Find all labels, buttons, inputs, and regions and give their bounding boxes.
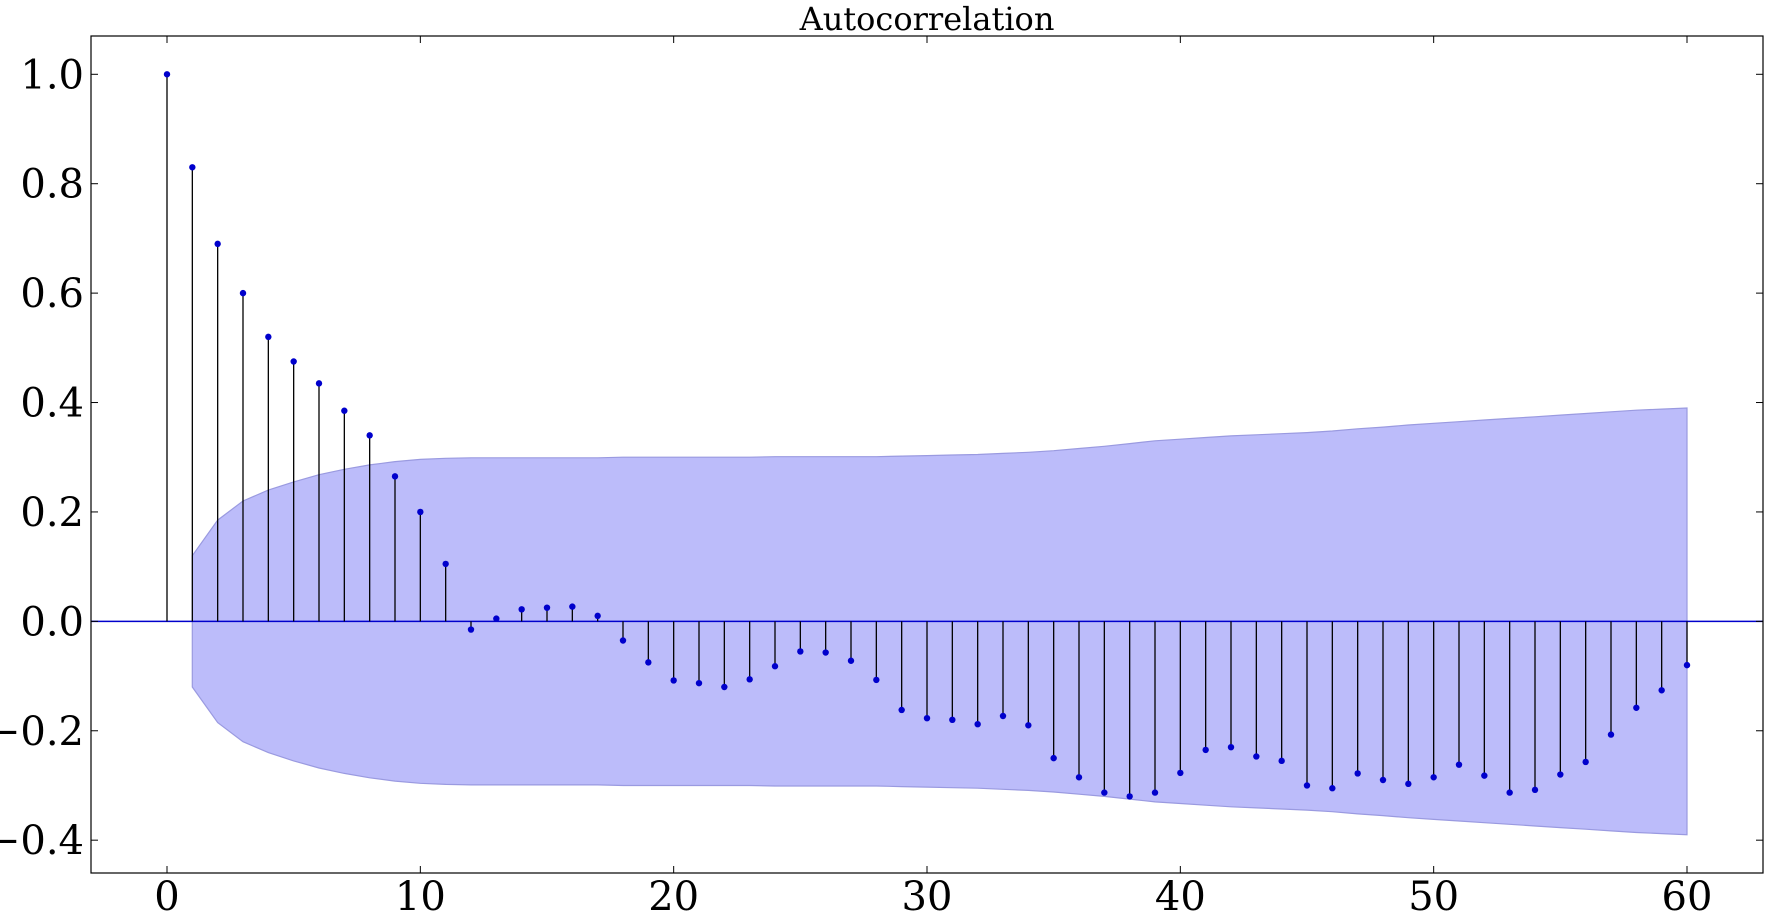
- marker-lag-10: [417, 508, 424, 516]
- y-tick-label: 0.4: [20, 381, 84, 427]
- stems: [166, 74, 1688, 797]
- marker-lag-57: [1607, 731, 1615, 738]
- marker-lag-11: [442, 560, 449, 568]
- marker-lag-14: [518, 606, 525, 613]
- y-tick-label: −0.2: [0, 709, 84, 755]
- chart-title: Autocorrelation: [799, 0, 1055, 38]
- marker-lag-58: [1633, 704, 1640, 711]
- marker-lag-50: [1430, 774, 1437, 781]
- marker-lag-3: [239, 289, 247, 297]
- marker-lag-34: [1025, 722, 1032, 729]
- x-tick-label: 50: [1408, 874, 1459, 916]
- marker-lag-23: [746, 676, 753, 683]
- marker-lag-9: [391, 473, 399, 480]
- marker-lag-60: [1683, 661, 1691, 669]
- y-tick-label: 1.0: [20, 52, 84, 98]
- marker-lag-21: [695, 679, 703, 687]
- marker-lag-33: [999, 712, 1007, 720]
- marker-lag-35: [1050, 754, 1057, 762]
- marker-lag-1: [189, 164, 196, 171]
- markers: [163, 71, 1691, 800]
- marker-lag-46: [1329, 785, 1336, 792]
- axis-ticks: 0 10 20 30 40 50 60 −0.4 −0.2 0.0 0.2 0.4 0.6 0.8 1.0: [0, 36, 1763, 916]
- marker-lag-8: [366, 432, 373, 439]
- marker-lag-24: [771, 663, 779, 670]
- marker-lag-5: [290, 358, 297, 365]
- marker-lag-12: [467, 626, 475, 633]
- marker-lag-26: [822, 649, 829, 656]
- marker-lag-4: [265, 333, 272, 341]
- y-tick-label: 0.8: [20, 162, 84, 208]
- marker-lag-25: [797, 648, 804, 655]
- y-tick-label: 0.6: [20, 271, 84, 317]
- marker-lag-13: [493, 615, 500, 622]
- marker-lag-53: [1506, 789, 1513, 796]
- marker-lag-19: [645, 659, 652, 666]
- marker-lag-15: [543, 604, 551, 611]
- marker-lag-49: [1405, 780, 1412, 788]
- marker-lag-6: [315, 380, 323, 387]
- marker-lag-45: [1303, 782, 1311, 789]
- marker-lag-39: [1151, 789, 1159, 796]
- marker-lag-40: [1177, 769, 1184, 777]
- marker-lag-43: [1253, 753, 1260, 760]
- y-tick-label: −0.4: [0, 818, 84, 864]
- marker-lag-54: [1531, 786, 1539, 794]
- marker-lag-38: [1126, 793, 1133, 800]
- marker-lag-28: [873, 676, 880, 684]
- marker-lag-29: [898, 706, 905, 714]
- marker-lag-41: [1202, 746, 1209, 754]
- marker-lag-59: [1658, 687, 1665, 694]
- marker-lag-17: [594, 612, 601, 620]
- marker-lag-30: [923, 714, 931, 722]
- marker-lag-7: [341, 407, 348, 414]
- marker-lag-20: [670, 677, 677, 684]
- marker-lag-22: [721, 683, 728, 691]
- x-tick-label: 60: [1662, 874, 1713, 916]
- marker-lag-31: [949, 716, 956, 724]
- x-tick-label: 10: [395, 874, 446, 916]
- marker-lag-0: [163, 71, 171, 78]
- x-tick-label: 20: [648, 874, 699, 916]
- marker-lag-37: [1101, 789, 1108, 796]
- y-tick-label: 0.0: [20, 599, 84, 645]
- marker-lag-42: [1227, 743, 1235, 751]
- marker-lag-32: [974, 721, 981, 728]
- marker-lag-56: [1582, 758, 1589, 766]
- marker-lag-36: [1075, 774, 1083, 781]
- marker-lag-44: [1278, 757, 1285, 765]
- marker-lag-51: [1455, 761, 1463, 768]
- x-tick-label: 0: [154, 874, 179, 916]
- marker-lag-16: [569, 603, 576, 610]
- marker-lag-47: [1354, 770, 1361, 777]
- marker-lag-2: [214, 240, 221, 248]
- marker-lag-27: [847, 657, 855, 664]
- marker-lag-18: [619, 637, 627, 644]
- x-tick-label: 40: [1155, 874, 1206, 916]
- x-tick-label: 30: [902, 874, 953, 916]
- marker-lag-52: [1481, 772, 1488, 779]
- marker-lag-55: [1557, 771, 1564, 778]
- y-tick-label: 0.2: [20, 490, 84, 536]
- marker-lag-48: [1379, 776, 1387, 784]
